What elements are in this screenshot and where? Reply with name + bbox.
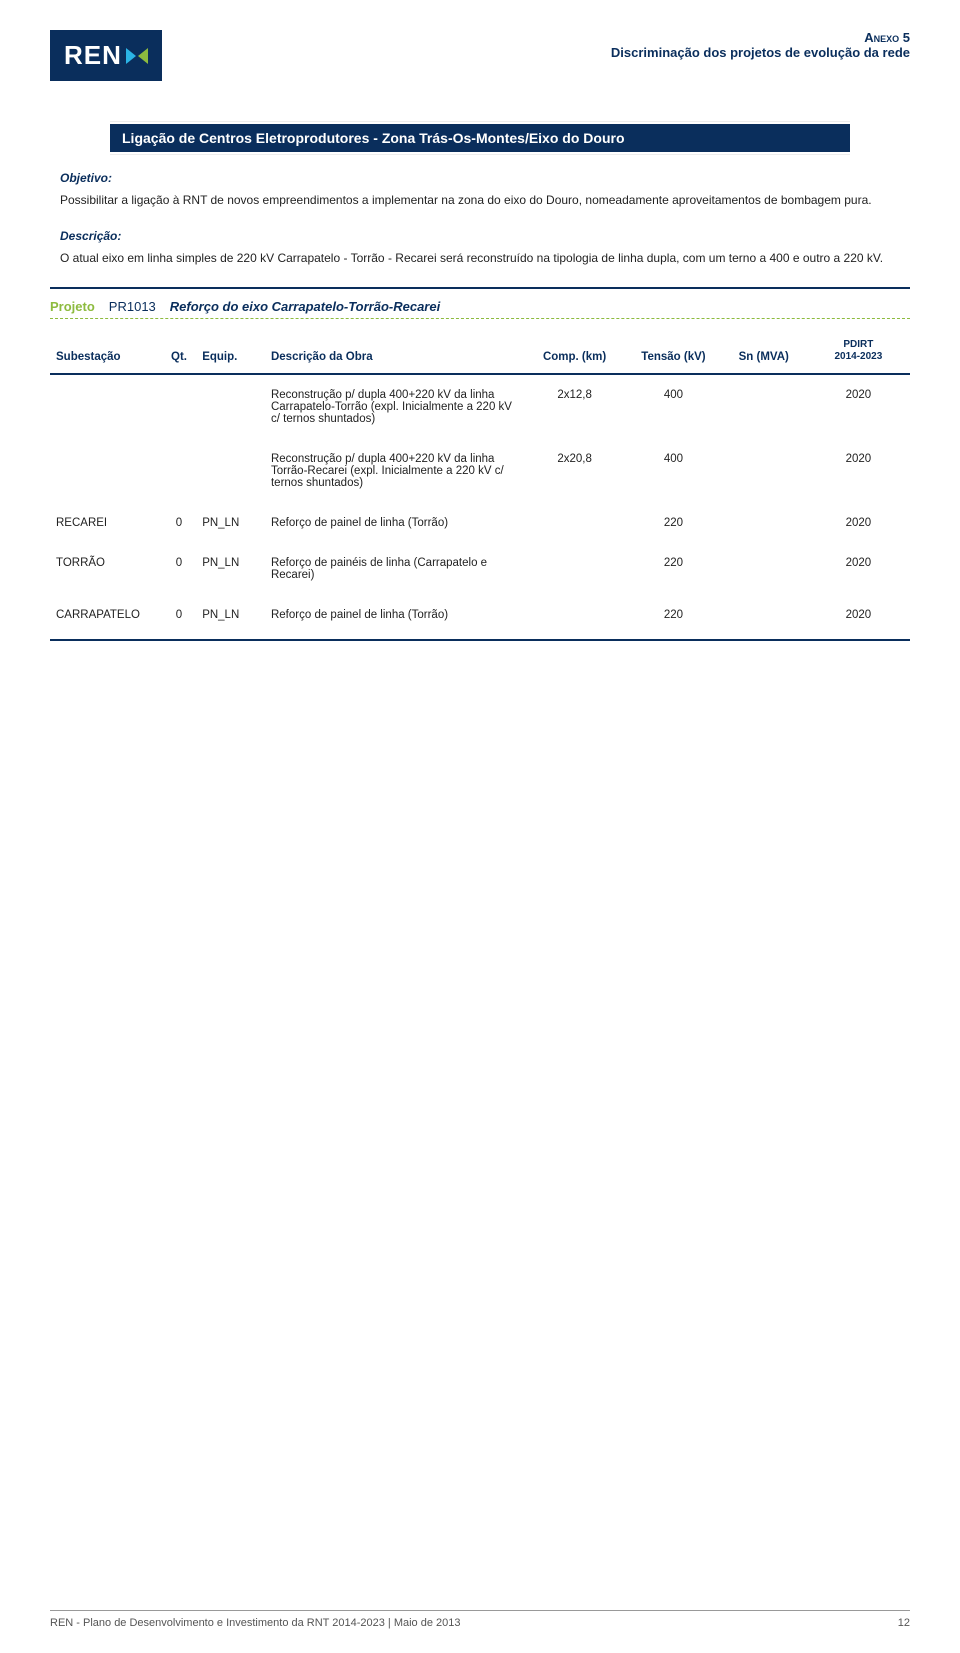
col-descricao-obra: Descrição da Obra [265,333,523,374]
cell-subestacao: RECAREI [50,503,162,543]
descricao-block: Descrição: O atual eixo em linha simples… [60,229,900,267]
cell-comp: 2x20,8 [523,439,626,503]
cell-equip: PN_LN [196,595,265,635]
cell-tensao: 400 [626,439,721,503]
logo-mark-icon [126,48,148,64]
col-comp: Comp. (km) [523,333,626,374]
footer-left: REN - Plano de Desenvolvimento e Investi… [50,1617,461,1629]
table-row: CARRAPATELO 0 PN_LN Reforço de painel de… [50,595,910,635]
cell-year: 2020 [807,503,910,543]
cell-desc: Reforço de painéis de linha (Carrapatelo… [265,543,523,595]
cell-desc: Reforço de painel de linha (Torrão) [265,503,523,543]
cell-year: 2020 [807,543,910,595]
table-header-row: Subestação Qt. Equip. Descrição da Obra … [50,333,910,374]
header-row: REN Anexo 5 Discriminação dos projetos d… [50,30,910,81]
cell-qt [162,439,196,503]
cell-desc: Reconstrução p/ dupla 400+220 kV da linh… [265,374,523,439]
cell-sn [721,439,807,503]
header-subtitle: Discriminação dos projetos de evolução d… [611,45,910,60]
cell-tensao: 220 [626,503,721,543]
cell-desc: Reforço de painel de linha (Torrão) [265,595,523,635]
col-subestacao: Subestação [50,333,162,374]
logo: REN [50,30,162,81]
cell-subestacao: CARRAPATELO [50,595,162,635]
divider-thick [50,287,910,289]
cell-comp [523,503,626,543]
col-pdirt: PDIRT 2014-2023 [807,333,910,374]
objetivo-label: Objetivo: [60,171,900,185]
descricao-label: Descrição: [60,229,900,243]
cell-tensao: 400 [626,374,721,439]
data-table: Subestação Qt. Equip. Descrição da Obra … [50,333,910,635]
col-sn: Sn (MVA) [721,333,807,374]
cell-subestacao [50,439,162,503]
cell-sn [721,543,807,595]
cell-subestacao [50,374,162,439]
objetivo-text: Possibilitar a ligação à RNT de novos em… [60,191,900,209]
cell-year: 2020 [807,374,910,439]
table-body: Reconstrução p/ dupla 400+220 kV da linh… [50,374,910,635]
cell-year: 2020 [807,439,910,503]
divider-bottom [50,639,910,641]
divider-dashed [50,318,910,319]
cell-subestacao: TORRÃO [50,543,162,595]
anexo-label: Anexo 5 [611,30,910,45]
pdirt-line2: 2014-2023 [813,351,904,363]
triangle-green-icon [138,48,148,64]
projeto-row: Projeto PR1013 Reforço do eixo Carrapate… [50,299,910,314]
logo-text: REN [64,40,122,71]
cell-tensao: 220 [626,595,721,635]
title-bar: Ligação de Centros Eletroprodutores - Zo… [110,124,850,152]
cell-sn [721,595,807,635]
table-row: Reconstrução p/ dupla 400+220 kV da linh… [50,374,910,439]
cell-sn [721,503,807,543]
objetivo-block: Objetivo: Possibilitar a ligação à RNT d… [60,171,900,209]
triangle-blue-icon [126,48,136,64]
projeto-label: Projeto [50,299,95,314]
cell-comp [523,543,626,595]
cell-sn [721,374,807,439]
cell-comp [523,595,626,635]
header-right: Anexo 5 Discriminação dos projetos de ev… [611,30,910,60]
cell-qt: 0 [162,543,196,595]
cell-desc: Reconstrução p/ dupla 400+220 kV da linh… [265,439,523,503]
cell-qt: 0 [162,503,196,543]
cell-comp: 2x12,8 [523,374,626,439]
table-row: Reconstrução p/ dupla 400+220 kV da linh… [50,439,910,503]
cell-equip: PN_LN [196,543,265,595]
col-equip: Equip. [196,333,265,374]
cell-equip [196,439,265,503]
page: REN Anexo 5 Discriminação dos projetos d… [0,0,960,701]
col-qt: Qt. [162,333,196,374]
cell-tensao: 220 [626,543,721,595]
cell-equip [196,374,265,439]
cell-equip: PN_LN [196,503,265,543]
descricao-text: O atual eixo em linha simples de 220 kV … [60,249,900,267]
table-row: RECAREI 0 PN_LN Reforço de painel de lin… [50,503,910,543]
col-tensao: Tensão (kV) [626,333,721,374]
title-bar-wrap: Ligação de Centros Eletroprodutores - Zo… [110,121,850,155]
footer: REN - Plano de Desenvolvimento e Investi… [50,1610,910,1629]
cell-qt [162,374,196,439]
cell-qt: 0 [162,595,196,635]
projeto-code: PR1013 [109,299,156,314]
projeto-name: Reforço do eixo Carrapatelo-Torrão-Recar… [170,299,440,314]
cell-year: 2020 [807,595,910,635]
pdirt-line1: PDIRT [813,339,904,351]
footer-page-number: 12 [898,1617,910,1629]
table-row: TORRÃO 0 PN_LN Reforço de painéis de lin… [50,543,910,595]
